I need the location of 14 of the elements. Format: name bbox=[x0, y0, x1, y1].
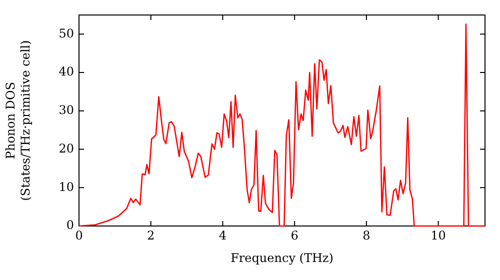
y-tick-label: 0 bbox=[66, 218, 74, 232]
x-axis-title: Frequency (THz) bbox=[230, 250, 334, 265]
x-tick-label: 2 bbox=[147, 228, 155, 242]
x-tick-label: 8 bbox=[362, 228, 370, 242]
y-tick-label: 10 bbox=[58, 180, 74, 194]
x-tick-label: 4 bbox=[218, 228, 227, 242]
x-tick-label: 0 bbox=[75, 228, 83, 242]
y-tick-label: 50 bbox=[58, 26, 74, 40]
y-tick-label: 30 bbox=[58, 103, 74, 118]
y-tick-label: 20 bbox=[58, 141, 74, 156]
y-axis-title: Phonon DOS (States/THz·primitive cell) bbox=[4, 40, 33, 201]
x-tick-label: 10 bbox=[430, 228, 446, 242]
x-tick-label: 6 bbox=[290, 228, 298, 242]
y-tick-label: 40 bbox=[58, 64, 74, 79]
